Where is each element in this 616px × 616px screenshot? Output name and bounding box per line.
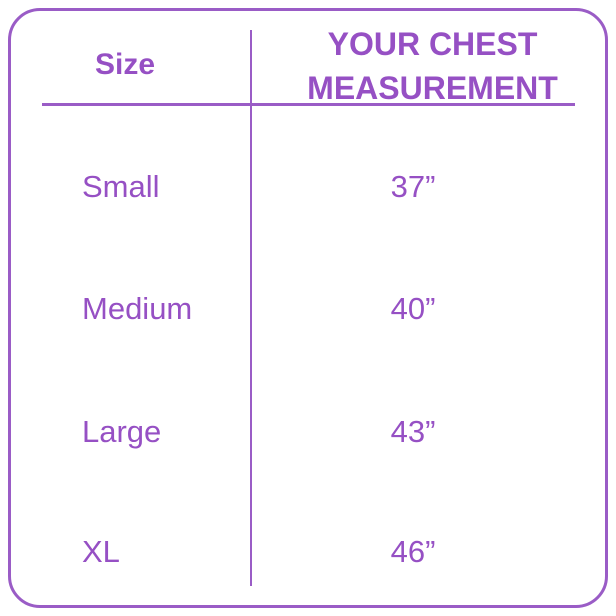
measurement-cell: 43” xyxy=(390,414,436,449)
header-cell: Size xyxy=(94,48,156,81)
size-cell: Small xyxy=(82,169,160,204)
size-cell: Medium xyxy=(82,291,193,326)
measurement-cell: 40” xyxy=(390,291,436,326)
measurement-cell: 46” xyxy=(390,534,436,569)
table-frame xyxy=(8,8,608,608)
column-divider xyxy=(250,30,252,586)
size-cell: Large xyxy=(82,414,162,449)
measurement-cell: 37” xyxy=(390,169,436,204)
header-cell: YOUR CHEST MEASUREMENT xyxy=(307,26,558,106)
size-cell: XL xyxy=(82,534,120,569)
header-rule xyxy=(42,103,575,106)
